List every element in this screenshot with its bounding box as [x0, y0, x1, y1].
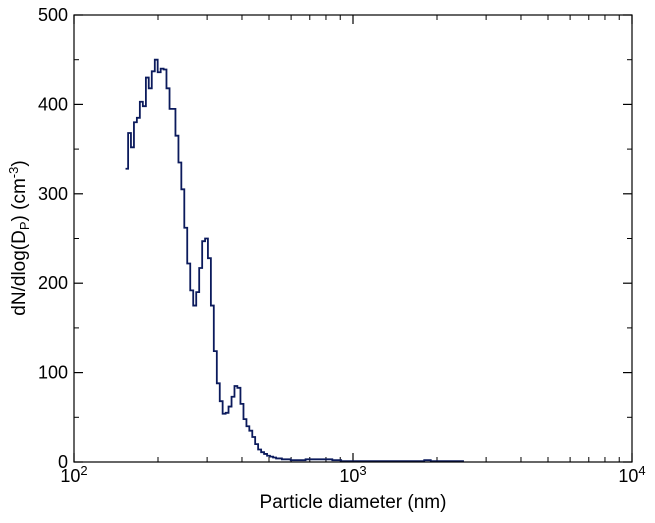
y-tick-label: 200 — [38, 273, 68, 293]
x-tick-label-exp: 4 — [638, 463, 645, 478]
plot-area — [74, 15, 632, 462]
x-tick-label-exp: 3 — [359, 463, 366, 478]
y-axis-label-sup: -3 — [6, 167, 21, 179]
x-tick-label-base: 10 — [339, 466, 359, 486]
y-tick-label: 0 — [58, 452, 68, 472]
x-tick-label-base: 10 — [60, 466, 80, 486]
y-tick-label: 400 — [38, 94, 68, 114]
x-tick-label: 104 — [618, 463, 645, 486]
y-axis-label-sub: P — [17, 221, 32, 230]
y-axis-label-main: dN/dlog(D — [9, 230, 30, 316]
plot-frame — [73, 14, 633, 463]
x-tick-label-base: 10 — [618, 466, 638, 486]
x-tick-label-exp: 2 — [80, 463, 87, 478]
y-axis-label-tail: ) (cm — [9, 178, 30, 221]
y-axis-label-end: ) — [9, 160, 30, 166]
y-tick-label: 500 — [38, 5, 68, 25]
x-tick-label: 103 — [339, 463, 366, 486]
y-tick-label: 100 — [38, 363, 68, 383]
x-tick-label: 102 — [60, 463, 87, 486]
x-axis-label: Particle diameter (nm) — [260, 492, 447, 513]
series-step-line — [125, 58, 464, 463]
y-axis-label: dN/dlog(DP) (cm-3) — [6, 160, 32, 315]
y-tick-label: 300 — [38, 184, 68, 204]
